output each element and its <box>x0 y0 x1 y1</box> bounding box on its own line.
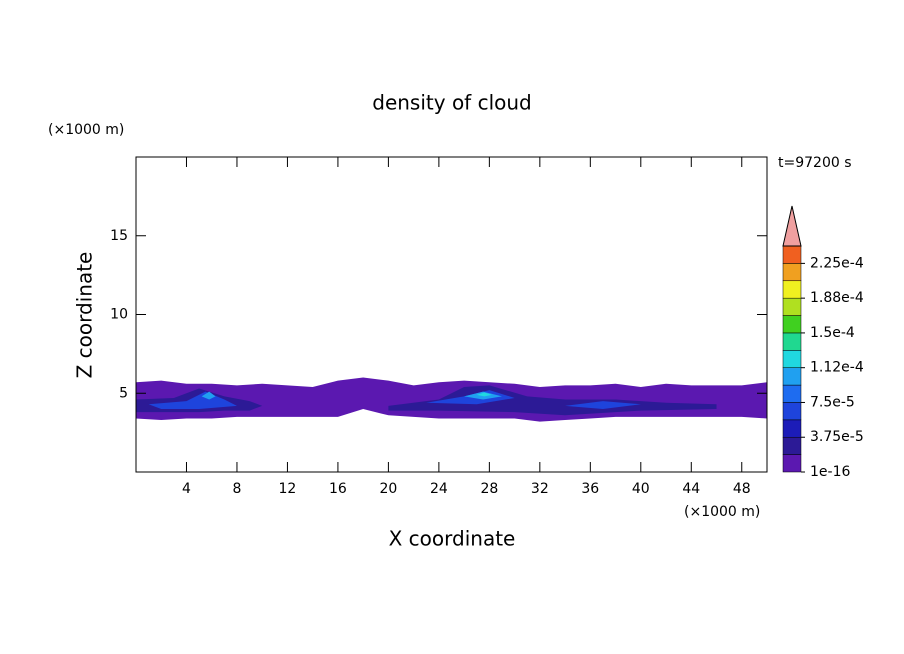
plot-frame <box>135 156 768 473</box>
colorbar-band <box>782 263 802 282</box>
colorbar-band <box>782 454 802 473</box>
x-tick-label: 4 <box>182 481 191 497</box>
colorbar-tick-label: 1.5e-4 <box>810 325 855 341</box>
colorbar-tick-label: 3.75e-5 <box>810 429 864 445</box>
colorbar-band <box>782 245 802 264</box>
colorbar-band <box>782 402 802 421</box>
x-tick-label: 20 <box>379 481 397 497</box>
chart-title: density of cloud <box>372 91 531 115</box>
x-tick-label: 36 <box>581 481 599 497</box>
x-tick-label: 48 <box>733 481 751 497</box>
contour-region <box>565 401 641 409</box>
colorbar-band <box>782 436 802 455</box>
contour-region <box>476 392 492 397</box>
y-tick-label: 10 <box>110 307 128 323</box>
colorbar-tick-label: 1e-16 <box>810 464 850 480</box>
colorbar-band <box>782 419 802 438</box>
x-tick-label: 28 <box>480 481 498 497</box>
x-axis-label: X coordinate <box>389 527 516 551</box>
colorbar-band <box>782 384 802 403</box>
x-unit: (×1000 m) <box>684 504 760 520</box>
y-tick-label: 5 <box>119 385 128 401</box>
x-tick-label: 40 <box>632 481 650 497</box>
x-tick-label: 44 <box>682 481 700 497</box>
colorbar-tick-label: 2.25e-4 <box>810 255 864 271</box>
x-tick-label: 16 <box>329 481 347 497</box>
x-tick-label: 32 <box>531 481 549 497</box>
colorbar-band <box>782 280 802 299</box>
colorbar-band <box>782 332 802 351</box>
colorbar-band <box>782 350 802 368</box>
time-label: t=97200 s <box>778 155 852 171</box>
colorbar-band <box>782 315 802 334</box>
colorbar-tick-label: 7.5e-5 <box>810 394 855 410</box>
colorbar-band <box>782 297 802 316</box>
contour-region <box>201 391 216 400</box>
y-axis-label: Z coordinate <box>73 252 97 379</box>
y-tick-label: 15 <box>110 228 128 244</box>
plot-area <box>136 377 767 422</box>
y-unit: (×1000 m) <box>48 122 124 138</box>
contour-region <box>388 385 717 416</box>
colorbar-extend <box>782 205 802 247</box>
x-tick-label: 8 <box>232 481 241 497</box>
colorbar-tick-label: 1.88e-4 <box>810 290 864 306</box>
colorbar-tick-label: 1.12e-4 <box>810 360 864 376</box>
colorbar-band <box>782 367 802 386</box>
x-tick-label: 12 <box>279 481 297 497</box>
x-tick-label: 24 <box>430 481 448 497</box>
